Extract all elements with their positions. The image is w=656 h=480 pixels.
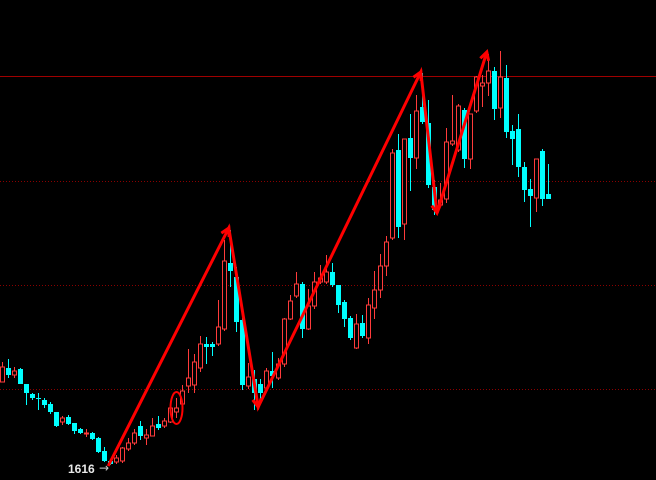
candle-body-down — [48, 404, 53, 412]
candle-body-down — [342, 302, 347, 319]
candle-body-down — [6, 368, 11, 375]
candle-body-down — [540, 151, 545, 199]
candle-body-down — [90, 433, 95, 439]
candle-body-down — [546, 194, 551, 199]
candle-body-down — [420, 107, 425, 122]
candle-body-up — [144, 434, 149, 439]
candle-body-up — [456, 105, 461, 151]
candle-body-up — [282, 318, 287, 365]
candle-body-up — [288, 300, 293, 320]
candle-body-down — [492, 71, 497, 109]
candle-body-up — [372, 289, 377, 309]
candle-body-down — [42, 400, 47, 405]
candle-body-up — [486, 70, 491, 84]
candle-body-down — [348, 318, 353, 338]
candle-body-down — [504, 78, 509, 132]
candle-body-down — [270, 371, 275, 376]
candle-body-up — [216, 326, 221, 345]
candle-body-up — [450, 140, 455, 145]
candle-body-up — [186, 377, 191, 387]
candle-body-up — [384, 241, 389, 267]
candle-body-down — [156, 424, 161, 428]
candle-body-up — [198, 343, 203, 369]
candle-body-up — [468, 113, 473, 160]
candle-body-down — [258, 384, 263, 393]
candle-body-down — [18, 369, 23, 384]
arrowhead-icon — [412, 69, 423, 82]
candle-body-down — [54, 412, 59, 426]
candle-body-down — [24, 384, 29, 393]
candle-body-up — [534, 158, 539, 199]
candle-body-down — [204, 344, 209, 347]
candle-body-up — [84, 432, 89, 435]
candle-body-down — [240, 320, 245, 385]
candle-body-up — [126, 442, 131, 450]
candle-body-up — [12, 370, 17, 376]
candle-body-up — [192, 361, 197, 386]
candle-body-down — [30, 394, 35, 398]
highlight-ellipse — [169, 391, 184, 425]
candle-body-up — [402, 138, 407, 225]
candle-body-down — [36, 398, 41, 399]
candle-body-up — [294, 283, 299, 297]
candle-body-down — [522, 167, 527, 190]
arrowhead-icon — [251, 398, 263, 411]
candle-body-up — [444, 141, 449, 200]
candle-body-down — [336, 285, 341, 305]
candle-body-up — [498, 76, 503, 109]
zigzag-trend-line — [106, 51, 489, 467]
arrowhead-icon — [220, 225, 231, 238]
candle-body-up — [414, 110, 419, 159]
candle-body-down — [462, 110, 467, 159]
candle-body-down — [300, 284, 305, 329]
candle-body-down — [138, 426, 143, 436]
candle-body-up — [150, 425, 155, 437]
candle-body-up — [366, 304, 371, 339]
candle-body-down — [510, 131, 515, 139]
candle-body-up — [162, 420, 167, 427]
candle-body-up — [246, 376, 251, 387]
candle-body-up — [60, 417, 65, 423]
candle-body-up — [174, 407, 179, 413]
candle-body-down — [426, 123, 431, 185]
candle-body-down — [96, 438, 101, 452]
candle-body-down — [210, 344, 215, 347]
candle-body-down — [66, 417, 71, 424]
candle-body-up — [120, 447, 125, 462]
candle-body-up — [132, 432, 137, 444]
candle-body-up — [354, 323, 359, 349]
candle-body-down — [228, 263, 233, 271]
candle-body-down — [408, 138, 413, 158]
candle-body-up — [114, 457, 119, 463]
candle-body-down — [234, 277, 239, 322]
candle-body-down — [396, 150, 401, 227]
candle-body-down — [72, 423, 77, 431]
low-price-arrow-icon: → — [99, 461, 110, 475]
candle-body-up — [390, 152, 395, 239]
candle-body-down — [78, 429, 83, 433]
arrowhead-icon — [479, 49, 491, 62]
candle-body-up — [0, 366, 5, 383]
candle-body-down — [528, 189, 533, 196]
candle-body-down — [516, 129, 521, 167]
candle-body-down — [102, 451, 107, 461]
candle-body-up — [324, 271, 329, 283]
candle-body-down — [360, 323, 365, 336]
candle-body-up — [378, 265, 383, 291]
candle-body-down — [330, 272, 335, 285]
low-price-label: 1616 — [68, 462, 95, 476]
candle-body-up — [480, 82, 485, 87]
arrowhead-icon — [430, 204, 442, 217]
candle-body-up — [222, 260, 227, 330]
